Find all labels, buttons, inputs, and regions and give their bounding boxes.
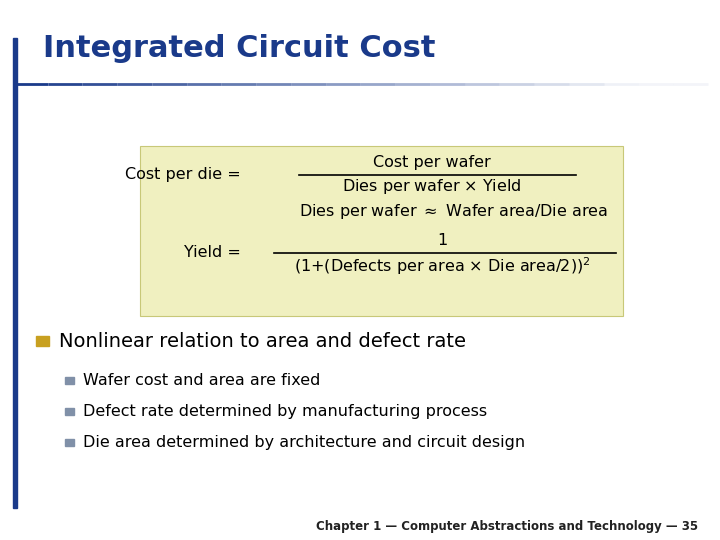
Text: Integrated Circuit Cost: Integrated Circuit Cost [43,34,436,63]
Bar [65,408,74,415]
Text: Nonlinear relation to area and defect rate: Nonlinear relation to area and defect ra… [59,332,466,351]
Text: Dies per wafer $\approx$ Wafer area/Die area: Dies per wafer $\approx$ Wafer area/Die … [299,202,608,221]
FancyBboxPatch shape [140,146,623,316]
Text: Wafer cost and area are fixed: Wafer cost and area are fixed [83,373,320,388]
Text: Dies per wafer $\times$ Yield: Dies per wafer $\times$ Yield [342,177,522,197]
Text: Cost per die =: Cost per die = [125,167,241,183]
Bar [65,440,74,446]
Text: Yield =: Yield = [184,245,241,260]
Text: (1+(Defects per area $\times$ Die area/2))$^2$: (1+(Defects per area $\times$ Die area/2… [294,255,591,276]
Bar [13,38,17,508]
Text: Cost per wafer: Cost per wafer [373,154,491,170]
Text: Defect rate determined by manufacturing process: Defect rate determined by manufacturing … [83,404,487,419]
Text: Chapter 1 — Computer Abstractions and Technology — 35: Chapter 1 — Computer Abstractions and Te… [316,520,698,533]
Text: Die area determined by architecture and circuit design: Die area determined by architecture and … [83,435,525,450]
Text: 1: 1 [438,233,448,248]
Bar [36,336,49,346]
Bar [65,377,74,383]
